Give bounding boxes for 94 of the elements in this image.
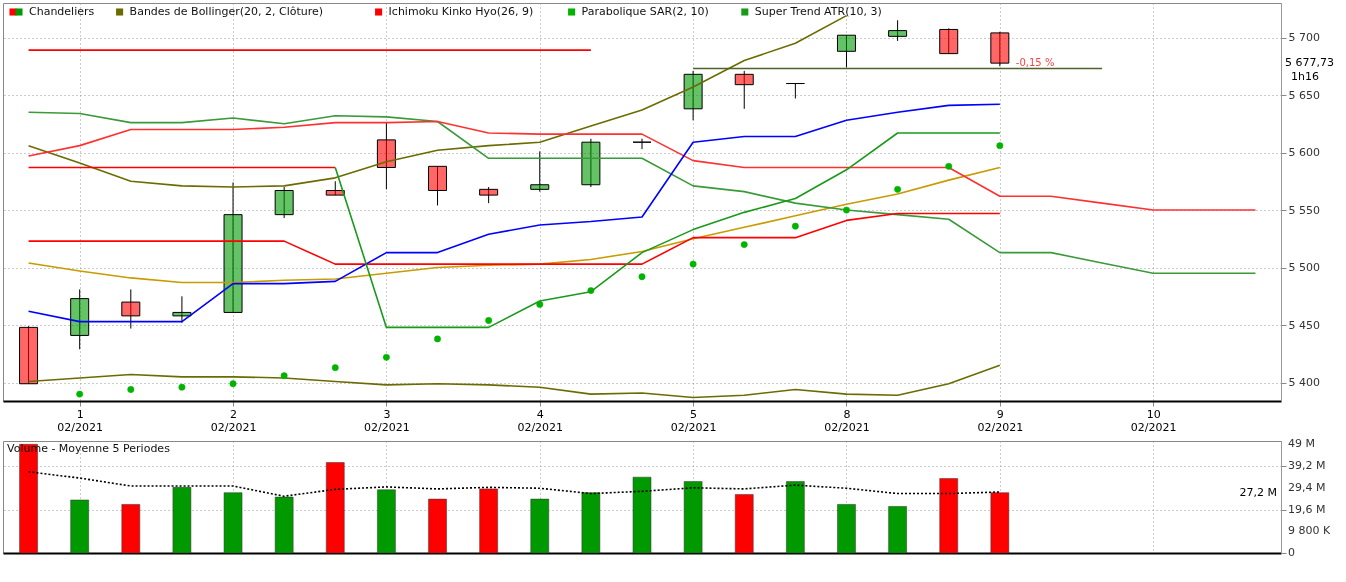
- point: [945, 162, 953, 170]
- y-tick-label: 5 700: [1288, 31, 1320, 45]
- line-series: [27, 364, 1001, 399]
- candlestick: [274, 186, 294, 219]
- line-series: [334, 132, 1001, 329]
- bar: [939, 478, 958, 554]
- bar: [428, 498, 447, 554]
- candlestick: [376, 122, 396, 190]
- bar: [581, 492, 601, 554]
- candlestick: [479, 186, 499, 204]
- point: [178, 383, 186, 391]
- text: 1h16: [1291, 70, 1319, 84]
- bar: [888, 506, 907, 554]
- line-series: [27, 103, 1001, 323]
- line-series: [27, 471, 1001, 498]
- bar: [172, 487, 192, 554]
- line-series: [27, 120, 1257, 211]
- y-tick-label: 5 600: [1288, 146, 1320, 160]
- point: [331, 364, 339, 372]
- bar: [121, 504, 141, 554]
- candlestick: [785, 83, 805, 99]
- candlestick: [581, 138, 601, 188]
- candlestick: [70, 288, 90, 350]
- text: 5 677,73: [1285, 56, 1334, 70]
- point: [382, 353, 390, 361]
- candlestick: [939, 27, 959, 55]
- point: [791, 222, 799, 230]
- bar: [70, 499, 89, 554]
- candlestick: [683, 70, 703, 121]
- bar: [990, 492, 1010, 554]
- legend-label: Super Trend ATR(10, 3): [754, 5, 882, 18]
- bar: [837, 504, 856, 554]
- point: [485, 317, 493, 324]
- bar: [734, 494, 754, 554]
- x-tick-label: 5 02/2021: [670, 407, 717, 434]
- y-tick-label: 5 550: [1288, 203, 1320, 217]
- bar: [479, 488, 498, 554]
- bar: [786, 481, 805, 554]
- x-tick-label: 2 02/2021: [210, 407, 257, 434]
- x-tick-label: 9 02/2021: [977, 407, 1024, 434]
- bar: [683, 481, 703, 554]
- candlestick: [325, 180, 345, 196]
- x-tick-label: 4 02/2021: [517, 407, 564, 434]
- x-tick-label: 3 02/2021: [364, 407, 410, 434]
- point: [894, 185, 902, 193]
- point: [638, 273, 646, 281]
- y-tick-label: 9 800 K: [1288, 524, 1331, 538]
- candlestick: [836, 34, 856, 68]
- line-series: [27, 166, 1001, 284]
- x-tick-label: 10 02/2021: [1130, 407, 1177, 434]
- annotation: 27,2 M: [1239, 485, 1277, 499]
- candlestick: [19, 325, 39, 385]
- legend-label: Parabolique SAR(2, 10): [581, 5, 709, 18]
- candlestick: [734, 70, 754, 110]
- legend-label: Bandes de Bollinger(20, 2, Clôture): [129, 5, 324, 18]
- bar: [274, 496, 294, 554]
- point: [689, 260, 697, 268]
- y-tick-label: 29,4 M: [1288, 480, 1326, 494]
- point: [996, 142, 1004, 150]
- point: [280, 372, 288, 380]
- candlestick: [990, 31, 1010, 67]
- point: [127, 386, 135, 393]
- candlestick: [223, 181, 243, 313]
- bar: [377, 489, 396, 554]
- y-tick-label: 5 650: [1288, 88, 1320, 102]
- y-tick-label: 5 500: [1288, 261, 1320, 275]
- y-tick-label: 5 450: [1288, 318, 1320, 332]
- bar: [530, 498, 550, 554]
- bar: [632, 476, 652, 554]
- x-tick-label: 1 02/2021: [57, 407, 104, 434]
- y-tick-label: 19,6 M: [1288, 502, 1326, 516]
- bar: [326, 462, 345, 554]
- candlestick: [632, 138, 652, 150]
- point: [76, 390, 84, 398]
- candlestick: [530, 150, 550, 193]
- bar: [223, 492, 243, 554]
- y-tick-label: 39,2 M: [1288, 459, 1326, 473]
- candlestick: [121, 288, 141, 330]
- candlestick: [172, 295, 192, 324]
- annotation: Chandeliers: [29, 5, 95, 18]
- candlestick: [888, 19, 908, 42]
- point: [740, 241, 748, 248]
- point: [229, 380, 237, 388]
- point: [434, 335, 441, 343]
- y-tick-label: 0: [1288, 546, 1295, 559]
- annotation: -0,15 %: [1015, 57, 1055, 69]
- line-series: [27, 212, 1001, 265]
- point: [843, 206, 850, 214]
- y-tick-label: 49 M: [1288, 437, 1315, 451]
- line-series: [27, 111, 1257, 275]
- candlestick: [428, 165, 448, 206]
- x-tick-label: 8 02/2021: [824, 407, 870, 434]
- y-tick-label: 5 400: [1288, 376, 1320, 390]
- legend-label: Ichimoku Kinko Hyo(26, 9): [388, 5, 534, 18]
